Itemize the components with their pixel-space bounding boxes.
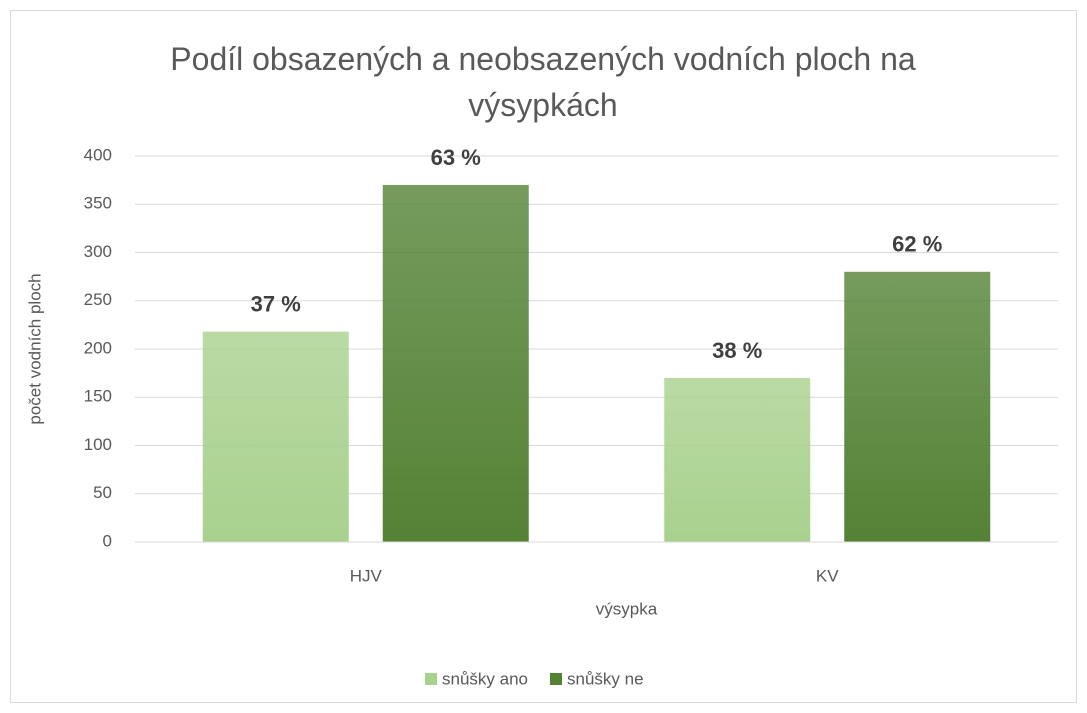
legend-label: snůšky ne <box>567 669 644 688</box>
bar <box>382 184 529 542</box>
bar <box>664 377 811 542</box>
x-tick-label: KV <box>816 566 839 585</box>
y-tick-label: 50 <box>93 483 112 502</box>
legend-label: snůšky ano <box>442 669 528 688</box>
data-label: 38 % <box>712 338 762 363</box>
chart-border <box>10 10 1077 703</box>
chart-title: Podíl obsazených a neobsazených vodních … <box>170 41 916 123</box>
y-tick-label: 350 <box>84 194 112 213</box>
data-label: 62 % <box>892 232 942 257</box>
x-tick-label: HJV <box>350 566 383 585</box>
y-tick-label: 0 <box>103 531 112 550</box>
y-tick-label: 300 <box>84 242 112 261</box>
y-tick-label: 400 <box>84 145 112 164</box>
y-tick-label: 250 <box>84 290 112 309</box>
y-tick-label: 100 <box>84 435 112 454</box>
legend-swatch <box>425 673 437 685</box>
y-tick-label: 150 <box>84 387 112 406</box>
data-label: 63 % <box>431 145 481 170</box>
legend-swatch <box>550 673 562 685</box>
bar <box>844 271 991 542</box>
y-tick-label: 200 <box>84 338 112 357</box>
y-axis-label: počet vodních ploch <box>25 273 44 424</box>
x-axis-label: výsypka <box>596 599 658 618</box>
data-label: 37 % <box>251 291 301 316</box>
bar <box>202 331 349 542</box>
